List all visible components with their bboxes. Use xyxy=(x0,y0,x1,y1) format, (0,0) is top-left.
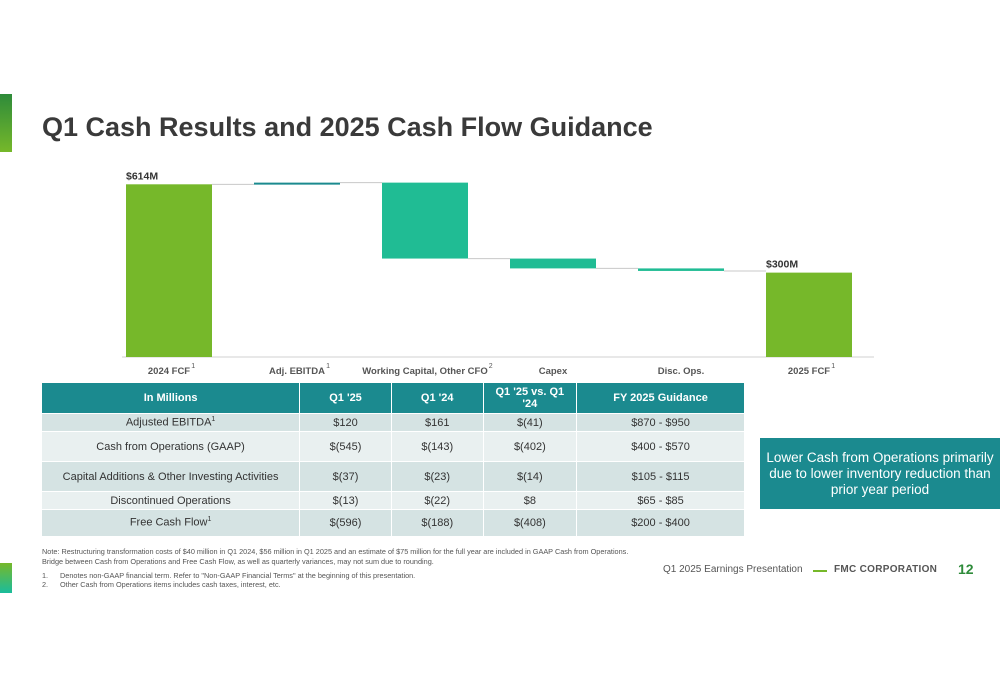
note-text: Note: Restructuring transformation costs… xyxy=(42,547,629,566)
footer-presentation: Q1 2025 Earnings Presentation xyxy=(663,564,803,575)
q1-25-value: $120 xyxy=(299,413,392,432)
q1-24-value: $(188) xyxy=(391,509,484,536)
data-label-0: $614M xyxy=(126,170,158,182)
row-label: Adjusted EBITDA1 xyxy=(42,413,301,432)
page-title: Q1 Cash Results and 2025 Cash Flow Guida… xyxy=(42,112,653,142)
row-label: Capital Additions & Other Investing Acti… xyxy=(42,461,301,492)
table-header-0: In Millions xyxy=(42,383,301,414)
guidance-value: $65 - $85 xyxy=(576,491,744,510)
row-label: Discontinued Operations xyxy=(42,491,301,510)
table-header-3: Q1 '25 vs. Q1 '24 xyxy=(483,383,578,414)
row-label: Free Cash Flow1 xyxy=(42,509,301,536)
change-value: $8 xyxy=(483,491,578,510)
row-superscript: 1 xyxy=(211,416,216,424)
accent-bar-bottom xyxy=(0,563,12,593)
q1-25-value: $(13) xyxy=(299,491,392,510)
change-value: $(408) xyxy=(483,509,578,536)
category-label-5: 2025 FCF xyxy=(788,366,830,377)
q1-24-value: $(23) xyxy=(391,461,484,492)
table-header-4: FY 2025 Guidance xyxy=(576,383,744,414)
table-header-row: In Millions Q1 '25 Q1 '24 Q1 '25 vs. Q1 '24… xyxy=(42,383,744,414)
data-label-5: $300M xyxy=(766,259,798,271)
waterfall-bar-3 xyxy=(510,258,596,269)
category-superscript-1: 1 xyxy=(326,363,330,370)
waterfall-bar-1 xyxy=(254,182,340,185)
table-row: Capital Additions & Other Investing Acti… xyxy=(42,461,744,492)
category-superscript-5: 1 xyxy=(831,363,835,370)
category-label-4: Disc. Ops. xyxy=(658,366,704,377)
accent-bar-top xyxy=(0,94,12,152)
category-label-3: Capex xyxy=(539,366,568,377)
callout-box: Lower Cash from Operations primarily due… xyxy=(760,438,1000,509)
guidance-value: $400 - $570 xyxy=(576,431,744,462)
waterfall-bar-2 xyxy=(382,182,468,259)
q1-24-value: $(22) xyxy=(391,491,484,510)
table-row: Discontinued Operations $(13) $(22) $8 $65 -… xyxy=(42,491,744,510)
table-header-2: Q1 '24 xyxy=(391,383,484,414)
page-number: 12 xyxy=(958,561,974,577)
waterfall-bar-0 xyxy=(126,184,212,357)
guidance-value: $870 - $950 xyxy=(576,413,744,432)
category-label-2: Working Capital, Other CFO xyxy=(362,366,487,377)
financial-table: In Millions Q1 '25 Q1 '24 Q1 '25 vs. Q1 '24… xyxy=(42,383,744,536)
table-row: Free Cash Flow1 $(596) $(188) $(408) $200 - … xyxy=(42,509,744,536)
guidance-value: $105 - $115 xyxy=(576,461,744,492)
waterfall-bar-5 xyxy=(766,272,852,357)
guidance-value: $200 - $400 xyxy=(576,509,744,536)
table-row: Adjusted EBITDA1 $120 $161 $(41) $870 - $950 xyxy=(42,413,744,432)
footnote-2: 2. Other Cash from Operations items inclu… xyxy=(42,580,281,589)
row-label: Cash from Operations (GAAP) xyxy=(42,431,301,462)
q1-25-value: $(596) xyxy=(299,509,392,536)
table-header-1: Q1 '25 xyxy=(299,383,392,414)
change-value: $(41) xyxy=(483,413,578,432)
change-value: $(402) xyxy=(483,431,578,462)
q1-25-value: $(37) xyxy=(299,461,392,492)
footer-divider xyxy=(813,570,827,572)
footer-company: FMC CORPORATION xyxy=(834,564,938,575)
row-superscript: 1 xyxy=(207,516,212,524)
q1-24-value: $(143) xyxy=(391,431,484,462)
q1-24-value: $161 xyxy=(391,413,484,432)
category-superscript-2: 2 xyxy=(489,363,493,370)
category-superscript-0: 1 xyxy=(191,363,195,370)
footnote-1: 1. Denotes non-GAAP financial term. Refer… xyxy=(42,571,416,580)
category-label-1: Adj. EBITDA xyxy=(269,366,325,377)
q1-25-value: $(545) xyxy=(299,431,392,462)
waterfall-bar-4 xyxy=(638,268,724,271)
change-value: $(14) xyxy=(483,461,578,492)
table-row: Cash from Operations (GAAP) $(545) $(143) $… xyxy=(42,431,744,462)
category-label-0: 2024 FCF xyxy=(148,366,190,377)
